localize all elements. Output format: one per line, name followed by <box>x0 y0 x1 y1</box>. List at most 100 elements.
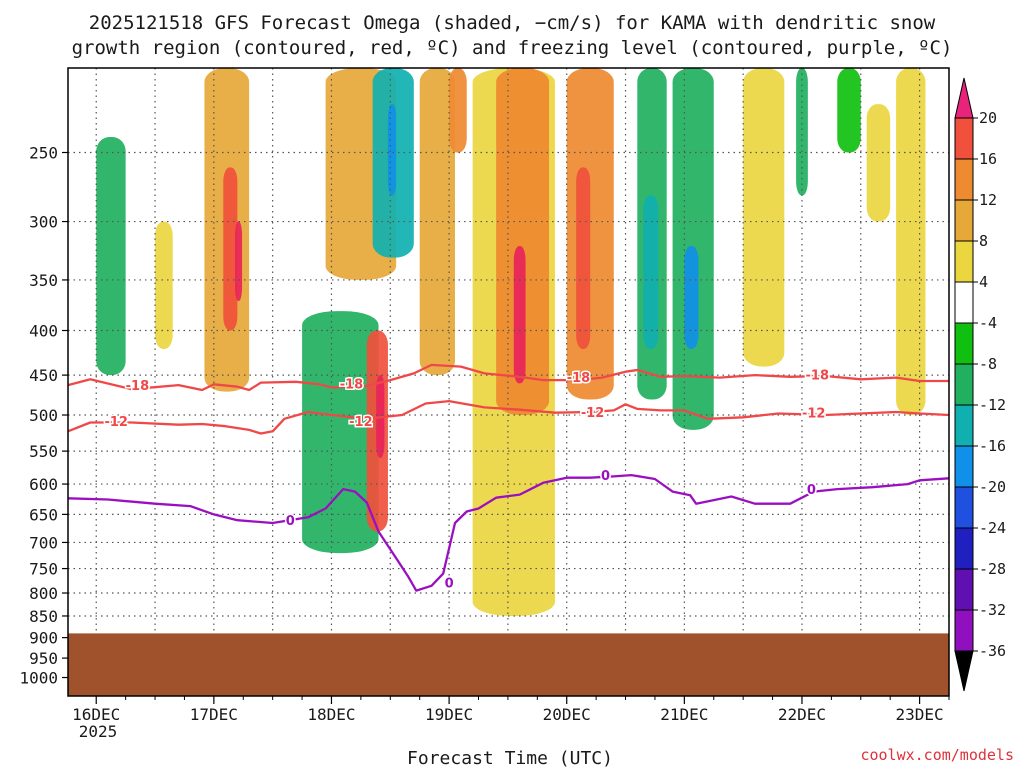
colorbar-segment-10 <box>954 527 974 570</box>
omega-patch-15 <box>513 245 526 384</box>
y-tick-label-900: 900 <box>29 629 58 648</box>
omega-patch-25 <box>866 104 891 222</box>
colorbar-segment-0 <box>954 117 974 160</box>
y-tick-label-850: 850 <box>29 607 58 626</box>
colorbar-label-7: -12 <box>979 396 1006 414</box>
colorbar-label-6: -8 <box>979 355 997 373</box>
watermark: coolwx.com/models <box>860 746 1014 764</box>
x-tick-label-21: 21DEC <box>660 705 708 724</box>
colorbar-label-0: 20 <box>979 109 997 127</box>
x-tick-label-17: 17DEC <box>190 705 238 724</box>
ground-fill <box>68 633 949 696</box>
y-tick-label-350: 350 <box>29 271 58 290</box>
colorbar-segment-11 <box>954 568 974 611</box>
x-tick-label-22: 22DEC <box>778 705 826 724</box>
colorbar-segment-6 <box>954 363 974 406</box>
y-tick-label-500: 500 <box>29 406 58 425</box>
omega-patch-22 <box>743 68 785 367</box>
contour-label-7: -12 <box>802 407 826 422</box>
plot-frame <box>67 67 950 697</box>
colorbar-segment-7 <box>954 404 974 447</box>
omega-patch-26 <box>896 68 926 416</box>
omega-patch-5 <box>302 311 379 554</box>
omega-patch-19 <box>643 195 659 349</box>
x-tick-label-16: 16DEC <box>72 705 120 724</box>
y-tick-label-950: 950 <box>29 649 58 668</box>
omega-patch-17 <box>576 167 591 349</box>
y-tick-label-600: 600 <box>29 475 58 494</box>
contour-label-11: 0 <box>807 483 816 498</box>
x-tick-label-18: 18DEC <box>307 705 355 724</box>
colorbar-segment-9 <box>954 486 974 529</box>
colorbar-label-11: -28 <box>979 560 1006 578</box>
colorbar-segment-8 <box>954 445 974 488</box>
omega-shading <box>96 68 926 616</box>
ground-layer <box>68 633 949 696</box>
contour-line-1 <box>67 399 950 435</box>
chart-title-line2: growth region (contoured, red, ºC) and f… <box>72 37 953 59</box>
x-tick-label-20: 20DEC <box>543 705 591 724</box>
x-axis: 16DEC 17DEC 18DEC 19DEC 20DEC 21DEC 22DEC 23DEC <box>72 696 950 724</box>
colorbar-label-13: -36 <box>979 642 1006 660</box>
contour-line-2 <box>67 473 950 592</box>
colorbar-segment-4 <box>954 281 974 324</box>
colorbar-segment-1 <box>954 158 974 201</box>
contour-line-0 <box>67 363 949 392</box>
y-tick-label-750: 750 <box>29 560 58 579</box>
colorbar-label-1: 16 <box>979 150 997 168</box>
colorbar-label-9: -20 <box>979 478 1006 496</box>
omega-patch-14 <box>496 68 550 416</box>
contour-label-6: -12 <box>581 406 605 421</box>
colorbar: 20 16 12 8 4 -4 -8 -12 -16 -20 -24 -28 -32 -36 <box>954 77 1006 692</box>
contour-label-9: 0 <box>445 576 454 591</box>
contour-label-10: 0 <box>601 469 610 484</box>
contour-label-1: -18 <box>340 377 364 392</box>
chart-title-line1: 2025121518 GFS Forecast Omega (shaded, −… <box>89 12 936 34</box>
omega-patch-3 <box>223 167 238 331</box>
colorbar-label-4: 4 <box>979 273 988 291</box>
contour-layer: -18 -18 -18 -18 -12 -12 -12 -12 0 0 0 0 <box>67 363 950 593</box>
plot-area: -18 -18 -18 -18 -12 -12 -12 -12 0 0 0 0 <box>67 67 950 697</box>
omega-patch-1 <box>155 221 173 349</box>
y-tick-label-700: 700 <box>29 533 58 552</box>
omega-patch-21 <box>684 245 699 349</box>
contour-label-3: -18 <box>806 368 830 383</box>
colorbar-bottom-arrow <box>954 650 974 692</box>
y-tick-label-800: 800 <box>29 584 58 603</box>
omega-patch-24 <box>837 68 861 153</box>
y-axis: 250 300 350 400 450 500 550 600 650 700 750 800 850 9… <box>19 144 68 688</box>
omega-patch-10 <box>387 104 397 196</box>
colorbar-label-12: -32 <box>979 601 1006 619</box>
y-tick-label-1000: 1000 <box>19 669 58 688</box>
y-tick-label-650: 650 <box>29 505 58 524</box>
colorbar-segment-5 <box>954 322 974 365</box>
contour-label-4: -12 <box>104 415 128 430</box>
colorbar-segment-3 <box>954 240 974 283</box>
y-tick-label-250: 250 <box>29 144 58 163</box>
x-tick-label-23: 23DEC <box>896 705 944 724</box>
y-tick-label-400: 400 <box>29 322 58 341</box>
omega-patch-12 <box>449 68 467 153</box>
colorbar-label-3: 8 <box>979 232 988 250</box>
colorbar-segment-2 <box>954 199 974 242</box>
colorbar-label-2: 12 <box>979 191 997 209</box>
contour-label-8: 0 <box>286 514 295 529</box>
colorbar-label-5: -4 <box>979 314 997 332</box>
x-tick-label-19: 19DEC <box>425 705 473 724</box>
y-tick-label-550: 550 <box>29 442 58 461</box>
y-tick-label-450: 450 <box>29 366 58 385</box>
contour-label-0: -18 <box>126 379 150 394</box>
omega-patch-0 <box>96 137 126 376</box>
colorbar-top-arrow <box>954 77 974 119</box>
y-tick-label-300: 300 <box>29 213 58 232</box>
year-label: 2025 <box>79 722 118 741</box>
contour-label-5: -12 <box>349 415 373 430</box>
omega-patch-4 <box>235 221 243 301</box>
omega-patch-23 <box>796 68 808 196</box>
colorbar-label-10: -24 <box>979 519 1006 537</box>
contour-label-2: -18 <box>567 371 591 386</box>
x-axis-label: Forecast Time (UTC) <box>407 748 613 768</box>
colorbar-label-8: -16 <box>979 437 1006 455</box>
colorbar-segment-12 <box>954 609 974 652</box>
